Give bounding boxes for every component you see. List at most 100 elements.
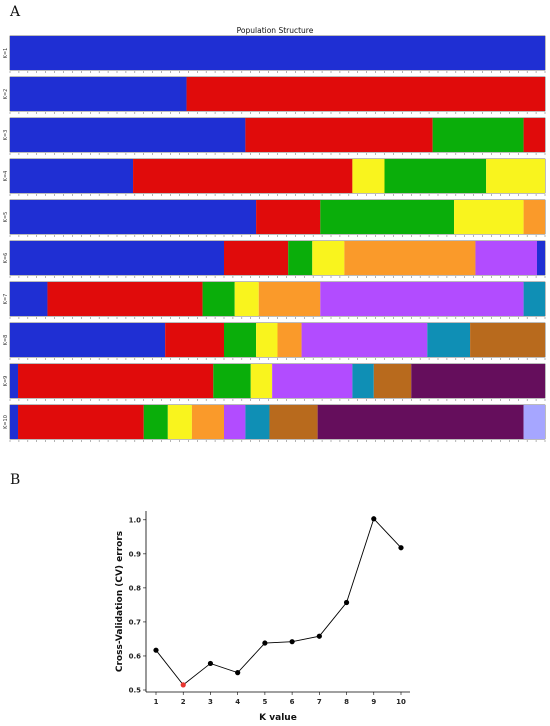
ancestry-segment (47, 282, 203, 316)
structure-row-ticks (9, 440, 546, 442)
ancestry-segment (10, 200, 257, 234)
ancestry-segment (10, 405, 19, 439)
ancestry-segment (18, 405, 144, 439)
ancestry-segment (245, 118, 433, 152)
ancestry-segment (10, 77, 187, 111)
ancestry-segment (384, 159, 487, 193)
ancestry-segment (245, 405, 270, 439)
ancestry-segment (10, 36, 545, 70)
ancestry-segment (523, 200, 545, 234)
ancestry-segment (167, 405, 192, 439)
ancestry-segment (523, 118, 545, 152)
cv-point (235, 670, 241, 676)
ancestry-segment (301, 323, 428, 357)
structure-row-ticks (9, 399, 546, 401)
structure-row: K=10 (3, 404, 546, 442)
cv-point (316, 633, 322, 639)
x-tick-label: 4 (235, 698, 240, 706)
ancestry-segment (317, 405, 524, 439)
structure-row-ticks (9, 358, 546, 360)
cv-point-highlight (180, 682, 186, 688)
cv-point (207, 660, 214, 667)
structure-row: K=8 (3, 322, 546, 360)
ancestry-segment (202, 282, 235, 316)
y-tick-label: 0.6 (129, 652, 142, 660)
ancestry-segment (10, 118, 246, 152)
structure-title: Population Structure (236, 26, 314, 35)
ancestry-segment (523, 405, 545, 439)
structure-row-ticks (9, 276, 546, 278)
cv-point (153, 647, 159, 653)
ancestry-segment (224, 241, 289, 275)
structure-row-ticks (9, 317, 546, 319)
ancestry-segment (344, 241, 476, 275)
cv-point (343, 599, 350, 606)
ancestry-segment (475, 241, 537, 275)
structure-row: K=5 (3, 199, 546, 237)
structure-row: K=2 (3, 76, 546, 114)
cv-point (398, 545, 404, 551)
structure-row-label: K=9 (3, 376, 9, 387)
ancestry-segment (352, 159, 385, 193)
structure-row-ticks (9, 71, 546, 73)
ancestry-segment (523, 282, 545, 316)
structure-row: K=1 (3, 35, 546, 73)
structure-row: K=4 (3, 158, 546, 196)
cv-point (262, 640, 268, 646)
y-tick-label: 0.8 (129, 584, 142, 592)
structure-row-label: K=8 (3, 335, 9, 346)
y-axis-title: Cross-Validation (CV) errors (115, 531, 125, 672)
ancestry-segment (133, 159, 331, 193)
ancestry-segment (411, 364, 545, 398)
structure-row: K=7 (3, 281, 546, 319)
ancestry-segment (143, 405, 168, 439)
ancestry-segment (470, 323, 545, 357)
structure-row-ticks (9, 235, 546, 237)
cv-point (289, 639, 295, 645)
ancestry-segment (272, 364, 353, 398)
ancestry-segment (10, 282, 48, 316)
ancestry-segment (269, 405, 318, 439)
ancestry-segment (234, 282, 259, 316)
structure-row-label: K=4 (3, 171, 9, 182)
structure-row-label: K=10 (3, 415, 9, 429)
ancestry-segment (256, 323, 278, 357)
structure-row-label: K=5 (3, 212, 9, 223)
ancestry-segment (191, 405, 224, 439)
panel-a-letter: A (10, 4, 21, 20)
ancestry-segment (427, 323, 471, 357)
ancestry-segment (432, 118, 524, 152)
structure-row-label: K=2 (3, 89, 9, 100)
structure-row: K=6 (3, 240, 546, 278)
cv-axes: 1 2 3 4 5 6 7 8 9 10 0.5 0.6 0.7 0.8 0.9 1.0 (129, 511, 410, 706)
ancestry-segment (18, 364, 214, 398)
ancestry-segment (454, 200, 524, 234)
ancestry-segment (331, 159, 353, 193)
structure-row-ticks (9, 194, 546, 196)
ancestry-segment (10, 159, 134, 193)
ancestry-segment (10, 323, 166, 357)
y-tick-label: 0.9 (129, 550, 142, 558)
ancestry-segment (10, 241, 224, 275)
structure-row-ticks (9, 112, 546, 114)
structure-row-label: K=7 (3, 294, 9, 305)
ancestry-segment (320, 282, 524, 316)
ancestry-segment (213, 364, 251, 398)
structure-plot: K=1 K=2 K=3 K=4 K=5 K=6 K=7 K=8 K=9 K=10 (3, 35, 546, 442)
structure-row: K=9 (3, 363, 546, 401)
x-tick-label: 2 (181, 698, 186, 706)
structure-row: K=3 (3, 117, 546, 155)
ancestry-segment (224, 405, 246, 439)
structure-row-ticks (9, 153, 546, 155)
structure-row-label: K=6 (3, 253, 9, 264)
x-tick-label: 6 (290, 698, 295, 706)
ancestry-segment (258, 282, 321, 316)
structure-row-label: K=3 (3, 130, 9, 141)
x-tick-label: 3 (208, 698, 213, 706)
y-tick-label: 1.0 (129, 516, 142, 524)
ancestry-segment (186, 77, 546, 111)
ancestry-segment (277, 323, 302, 357)
x-tick-label: 8 (344, 698, 349, 706)
ancestry-segment (486, 159, 545, 193)
